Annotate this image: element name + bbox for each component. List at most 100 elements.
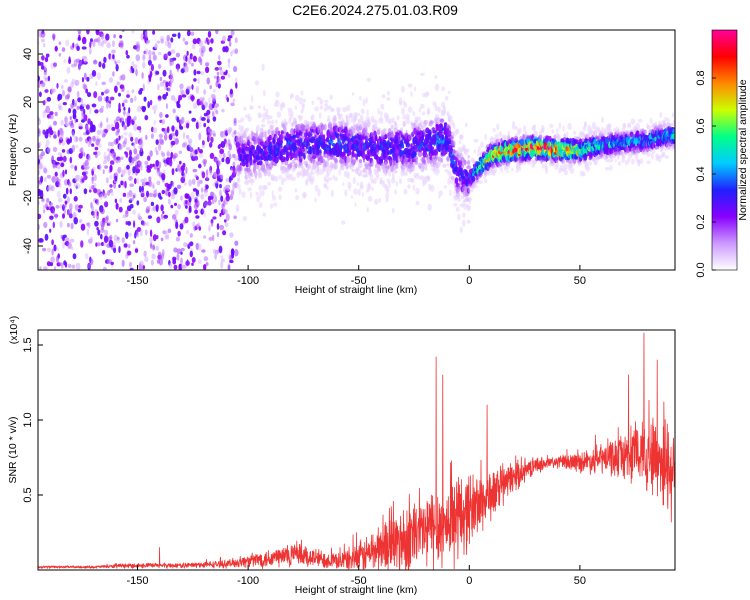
spectral-blob (84, 252, 89, 260)
spectral-blob (381, 94, 386, 99)
spectral-blob (133, 220, 136, 228)
spectral-blob (133, 64, 138, 70)
spectral-blob (210, 38, 214, 44)
spectral-blob (348, 185, 351, 191)
spectral-blob (186, 122, 190, 129)
spectral-blob (391, 171, 395, 180)
spectral-blob (126, 90, 130, 94)
spectral-blob (427, 203, 432, 211)
spectral-blob (135, 44, 141, 52)
colorbar-label: Normalized spectral amplitude (737, 79, 749, 220)
spectral-blob (386, 90, 390, 96)
spectral-blob (157, 84, 160, 91)
spectral-blob (247, 116, 252, 122)
spectral-blob (97, 229, 101, 236)
spectral-blob (290, 110, 294, 118)
spectral-blob (211, 103, 215, 108)
spectral-blob (367, 182, 370, 190)
spectral-blob (143, 250, 147, 257)
spectral-blob (216, 223, 220, 230)
spectral-blob (54, 171, 58, 177)
spectral-blob (324, 99, 329, 103)
spectral-blob (38, 213, 42, 220)
spectral-blob (213, 209, 218, 214)
spectral-blob (132, 240, 136, 245)
spectral-blob (207, 39, 212, 43)
spectral-blob (201, 144, 206, 149)
snr-x-axis-label: Height of straight line (km) (295, 584, 418, 596)
spectral-blob (439, 132, 443, 137)
spectral-blob (218, 199, 221, 206)
spectral-blob (155, 235, 159, 240)
spectral-blob (570, 163, 574, 167)
spectral-blob (206, 114, 210, 121)
spectral-blob (100, 208, 105, 215)
spectral-blob (99, 193, 103, 200)
spectral-blob (184, 41, 189, 45)
spectral-blob (298, 161, 303, 166)
spectral-blob (359, 114, 364, 120)
spectral-blob (78, 125, 83, 130)
spectral-blob (369, 173, 374, 181)
spectral-blob (439, 118, 444, 123)
spectral-blob (57, 93, 63, 101)
spectral-blob (222, 230, 227, 236)
spectral-blob (325, 160, 330, 167)
spectral-blob (198, 243, 202, 251)
spectral-blob (298, 97, 304, 105)
spectral-blob (202, 208, 205, 214)
spectral-blob (78, 136, 83, 142)
spectral-blob (651, 149, 656, 154)
spectral-blob (76, 105, 80, 110)
spectral-blob (412, 110, 416, 117)
spectral-blob (62, 204, 67, 208)
spectral-blob (160, 139, 165, 146)
spectral-blob (190, 95, 195, 101)
spectral-blob (139, 88, 144, 92)
spectral-blob (149, 150, 153, 157)
spectral-blob (157, 95, 162, 100)
spectral-blob (440, 157, 444, 163)
spectral-blob (438, 106, 441, 113)
spectral-blob (171, 125, 175, 132)
spectral-blob (556, 134, 561, 142)
spectral-blob (430, 146, 434, 150)
spectral-blob (127, 221, 132, 226)
spectral-blob (142, 83, 145, 91)
spectral-blob (473, 138, 479, 143)
spectral-blob (62, 155, 67, 162)
spectral-blob (66, 139, 71, 143)
spectral-blob (558, 122, 562, 130)
spectral-blob (113, 241, 117, 249)
spectral-blob (55, 205, 60, 209)
spectral-blob (157, 143, 162, 151)
spectral-blob (89, 186, 92, 191)
spectral-blob (44, 233, 49, 241)
spectral-blob (168, 191, 171, 198)
spectral-blob (104, 128, 109, 134)
snr-y-multiplier: (x10⁴) (8, 316, 20, 344)
spectral-blob (334, 162, 338, 170)
spectral-blob (288, 110, 292, 117)
spectral-blob (38, 130, 41, 137)
spectral-blob (220, 75, 226, 80)
spectral-blob (132, 142, 136, 149)
spectral-blob (73, 196, 78, 202)
spectrogram-x-axis-label: Height of straight line (km) (295, 284, 418, 296)
spectral-blob (121, 259, 125, 267)
spectral-blob (256, 124, 261, 132)
spectral-blob (62, 213, 65, 219)
spectral-blob (233, 215, 237, 220)
spectral-blob (218, 171, 221, 175)
spectral-blob (224, 222, 229, 228)
spectral-blob (208, 224, 211, 232)
spectral-blob (69, 188, 73, 195)
spectral-blob (176, 248, 182, 254)
spectral-blob (260, 123, 266, 128)
spectral-blob (639, 158, 644, 165)
spectral-blob (234, 240, 239, 246)
spectral-blob (241, 191, 246, 199)
spectral-blob (291, 176, 296, 181)
spectral-blob (229, 40, 232, 47)
spectral-blob (131, 67, 135, 74)
